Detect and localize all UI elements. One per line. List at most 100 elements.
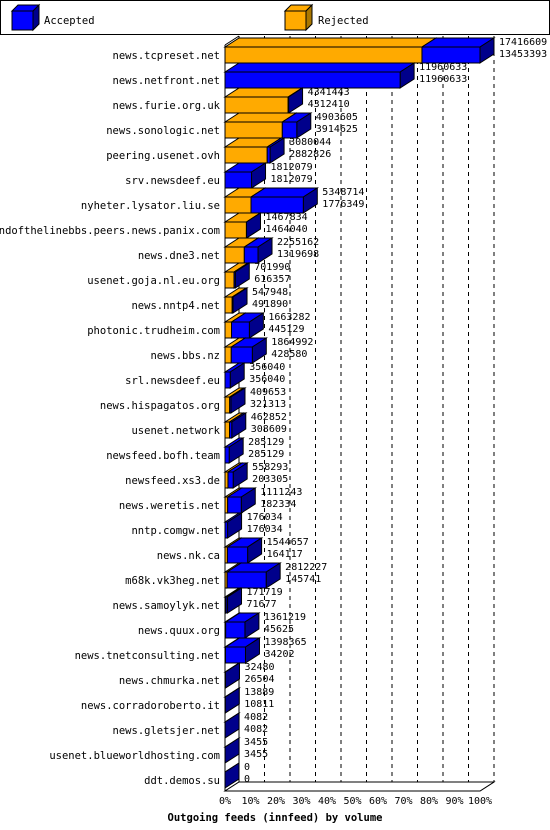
- bar-accepted: [223, 162, 268, 189]
- value-label-rejected: 321313: [250, 399, 286, 410]
- value-label-accepted: 701990: [254, 262, 290, 273]
- value-label-accepted: 11960633: [419, 62, 467, 73]
- bar-accepted: [280, 112, 313, 139]
- value-label-accepted: 2812227: [285, 562, 327, 573]
- value-label-accepted: 4341443: [308, 87, 350, 98]
- floor-plane: [223, 781, 496, 792]
- bar-accepted: [286, 87, 305, 114]
- x-tick-label: 70%: [394, 796, 412, 807]
- value-label-accepted: 5348714: [322, 187, 364, 198]
- bar-rejected: [223, 37, 438, 64]
- bar-accepted: [230, 287, 249, 314]
- x-tick-label: 10%: [241, 796, 259, 807]
- legend-frame: [0, 0, 550, 35]
- category-label: usenet.network: [131, 425, 220, 437]
- value-label-rejected: 45625: [264, 624, 294, 635]
- value-label-rejected: 11960633: [419, 74, 467, 85]
- value-label-accepted: 462852: [251, 412, 287, 423]
- x-tick-label: 50%: [343, 796, 361, 807]
- value-labels: 1741660913453393119606331196063343414434…: [244, 37, 547, 785]
- value-label-rejected: 176034: [247, 524, 283, 535]
- value-label-rejected: 1319698: [277, 249, 319, 260]
- value-label-rejected: 3914625: [316, 124, 358, 135]
- bar-accepted: [229, 337, 269, 364]
- category-label: usenet.blueworldhosting.com: [49, 750, 220, 762]
- category-label: usenet.goja.nl.eu.org: [87, 275, 220, 287]
- value-label-accepted: 285129: [248, 437, 284, 448]
- x-tick-label: 40%: [318, 796, 336, 807]
- bars: [223, 37, 496, 789]
- value-label-accepted: 1864992: [271, 337, 313, 348]
- value-label-accepted: 1544657: [267, 537, 309, 548]
- value-label-rejected: 3455: [244, 749, 268, 760]
- value-label-rejected: 428580: [271, 349, 307, 360]
- value-label-rejected: 13453393: [499, 49, 547, 60]
- value-label-rejected: 1464040: [265, 224, 307, 235]
- value-label-rejected: 34202: [264, 649, 294, 660]
- category-labels: news.tcpreset.net news.netfront.net news.f…: [0, 50, 221, 787]
- category-label: newsfeed.xs3.de: [125, 475, 220, 487]
- bar-accepted: [242, 237, 274, 264]
- value-label-rejected: 182334: [260, 499, 296, 510]
- value-label-accepted: 0: [244, 762, 250, 773]
- value-label-rejected: 308609: [251, 424, 287, 435]
- bar-accepted: [223, 437, 245, 464]
- category-label: news.corradoroberto.it: [81, 700, 220, 712]
- bar-accepted: [229, 312, 266, 339]
- value-label-accepted: 2255162: [277, 237, 319, 248]
- value-label-rejected: 71677: [247, 599, 277, 610]
- legend: Accepted Rejected: [0, 0, 550, 35]
- bar-accepted: [224, 762, 240, 789]
- value-label-rejected: 4312410: [308, 99, 350, 110]
- category-label: news.chmurka.net: [119, 675, 220, 687]
- value-label-accepted: 1111243: [260, 487, 302, 498]
- value-label-accepted: 4082: [244, 712, 268, 723]
- x-tick-label: 60%: [369, 796, 387, 807]
- bar-accepted: [227, 412, 248, 439]
- bar-accepted: [265, 137, 286, 164]
- value-label-rejected: 26504: [244, 674, 274, 685]
- bar-accepted: [223, 737, 241, 764]
- category-label: m68k.vk3heg.net: [125, 575, 220, 587]
- value-label-accepted: 13889: [244, 687, 274, 698]
- value-label-accepted: 1467834: [265, 212, 307, 223]
- category-label: news.nk.ca: [157, 550, 220, 562]
- y-axis-top-edge: [224, 35, 240, 46]
- category-label: news.netfront.net: [113, 75, 220, 87]
- category-label: news.quux.org: [138, 625, 220, 637]
- value-label-rejected: 491890: [252, 299, 288, 310]
- category-label: news.weretis.net: [119, 500, 220, 512]
- bar-accepted: [223, 62, 416, 89]
- value-label-rejected: 0: [244, 774, 250, 785]
- category-label: news.dne3.net: [138, 250, 220, 262]
- category-label: news.tcpreset.net: [113, 50, 220, 62]
- category-label: news.hispagatos.org: [100, 400, 220, 412]
- category-label: endofthelinebbs.peers.news.panix.com: [0, 225, 220, 237]
- bar-accepted: [232, 262, 251, 289]
- category-label: news.nntp4.net: [131, 300, 220, 312]
- value-label-rejected: 285129: [248, 449, 284, 460]
- value-label-accepted: 171719: [247, 587, 283, 598]
- category-label: srl.newsdeef.eu: [125, 375, 220, 387]
- bar-accepted: [244, 212, 263, 239]
- bar-accepted: [225, 537, 264, 564]
- legend-swatch-accepted: [10, 3, 41, 32]
- category-label: news.furie.org.uk: [113, 100, 221, 112]
- value-label-rejected: 203305: [252, 474, 288, 485]
- value-label-rejected: 10811: [244, 699, 274, 710]
- bar-accepted: [225, 487, 257, 514]
- x-axis-title: Outgoing feeds (innfeed) by volume: [168, 812, 383, 824]
- value-label-rejected: 616357: [254, 274, 290, 285]
- value-label-rejected: 1776349: [322, 199, 364, 210]
- value-label-accepted: 558293: [252, 462, 288, 473]
- bar-accepted: [223, 512, 244, 539]
- bar-accepted: [223, 362, 246, 389]
- category-label: nntp.comgw.net: [131, 525, 220, 537]
- category-label: news.tnetconsulting.net: [75, 650, 220, 662]
- value-label-accepted: 32480: [244, 662, 274, 673]
- value-label-accepted: 3080044: [289, 137, 331, 148]
- bar-accepted: [224, 587, 244, 614]
- x-tick-label: 30%: [292, 796, 310, 807]
